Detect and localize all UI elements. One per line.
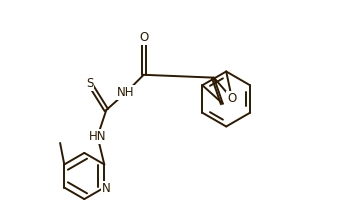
Text: NH: NH <box>117 86 135 99</box>
Text: O: O <box>227 92 237 105</box>
Text: O: O <box>139 31 148 44</box>
Text: N: N <box>102 182 111 195</box>
Text: S: S <box>86 77 94 90</box>
Text: HN: HN <box>89 130 106 143</box>
